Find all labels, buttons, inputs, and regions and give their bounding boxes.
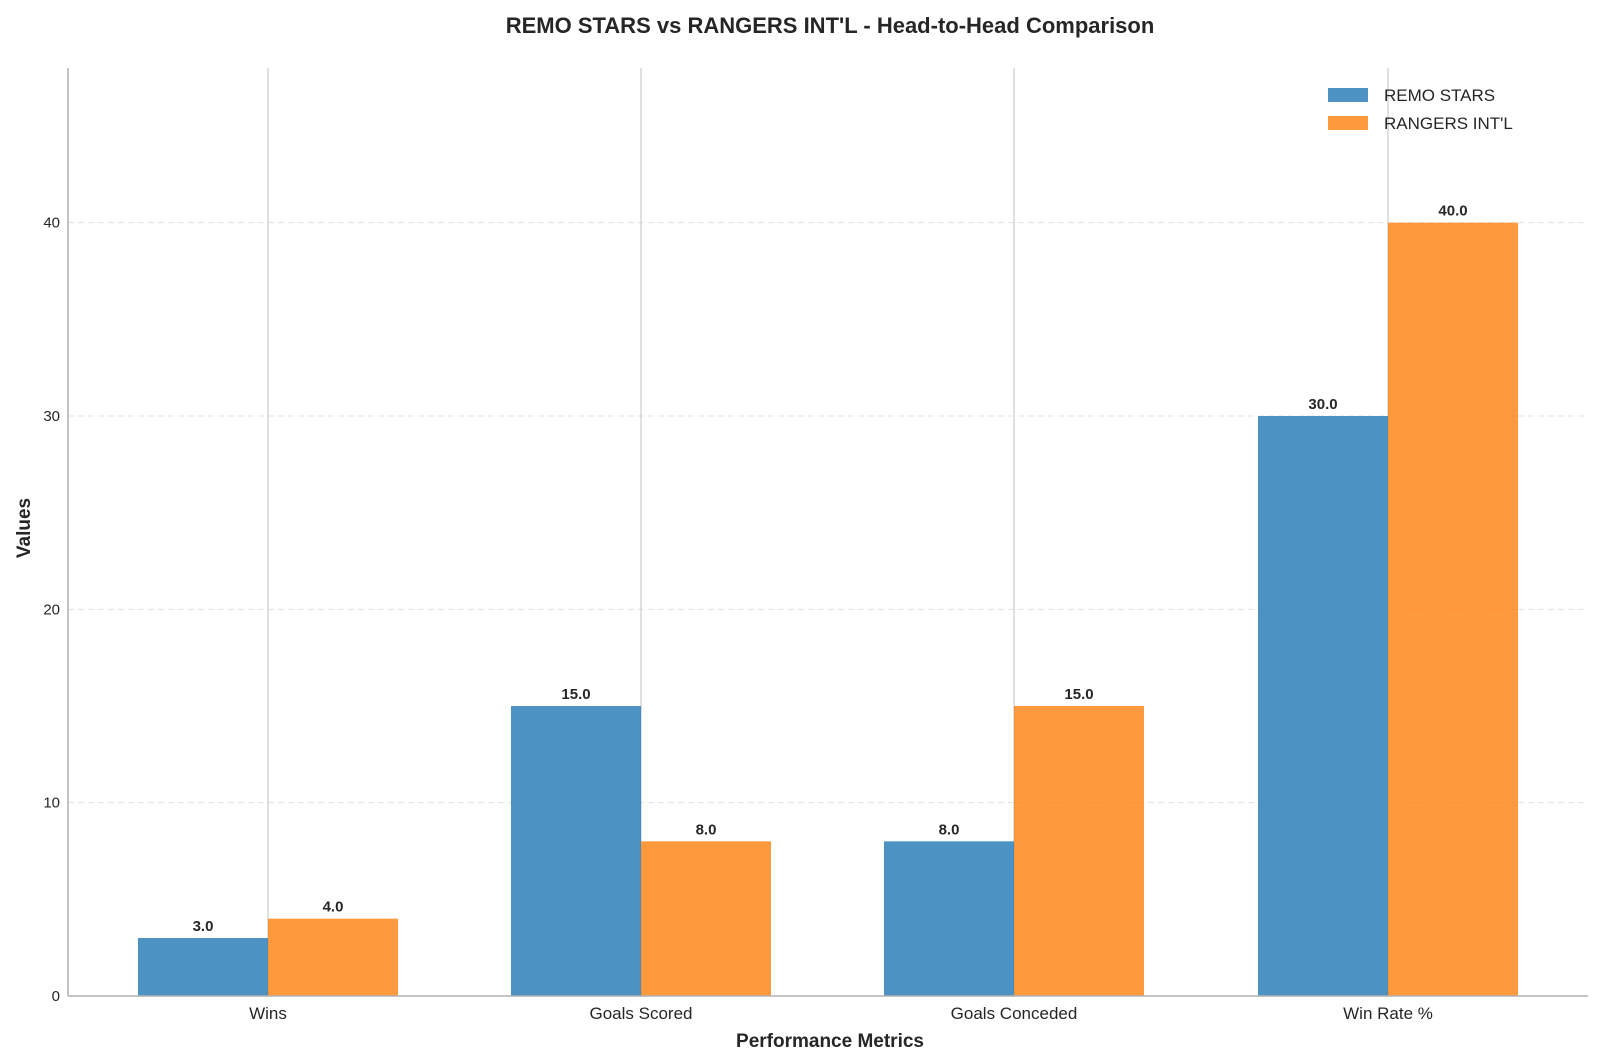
- bar-0-2: [884, 841, 1014, 996]
- bar-label-1-0: 4.0: [323, 899, 344, 916]
- y-tick-label-0: 0: [52, 988, 60, 1005]
- bar-1-2: [1014, 706, 1144, 996]
- legend-swatch-0: [1328, 88, 1368, 102]
- bar-label-0-1: 15.0: [561, 686, 590, 703]
- y-tick-label-1: 10: [43, 795, 60, 812]
- bar-0-3: [1258, 416, 1388, 996]
- x-axis-label: Performance Metrics: [736, 1031, 924, 1052]
- x-tick-label-0: Wins: [249, 1004, 287, 1023]
- y-tick-label-3: 30: [43, 408, 60, 425]
- x-ticks: Wins Goals Scored Goals Conceded Win Rate %: [249, 1004, 1433, 1023]
- bar-label-0-0: 3.0: [193, 918, 214, 935]
- y-tick-label-2: 20: [43, 601, 60, 618]
- bar-1-3: [1388, 222, 1518, 996]
- x-tick-label-1: Goals Scored: [590, 1004, 693, 1023]
- y-tick-label-4: 40: [43, 215, 60, 232]
- legend-label-0: REMO STARS: [1384, 86, 1495, 105]
- gridlines: [68, 222, 1588, 804]
- bar-0-1: [511, 706, 641, 996]
- bar-labels: 3.0 15.0 8.0 30.0 4.0 8.0 15.0 40.0: [193, 203, 1468, 935]
- y-ticks: 0 10 20 30 40: [43, 215, 60, 1005]
- bar-label-0-2: 8.0: [939, 821, 960, 838]
- bar-0-0: [138, 938, 268, 996]
- axes: [67, 68, 1588, 997]
- x-tick-label-2: Goals Conceded: [951, 1004, 1078, 1023]
- bar-1-1: [641, 841, 771, 996]
- bar-label-1-2: 15.0: [1064, 686, 1093, 703]
- y-axis-label: Values: [14, 498, 35, 558]
- legend-swatch-1: [1328, 116, 1368, 130]
- chart-title: REMO STARS vs RANGERS INT'L - Head-to-He…: [506, 13, 1155, 38]
- bar-1-0: [268, 918, 398, 996]
- bars: [138, 222, 1518, 996]
- legend-label-1: RANGERS INT'L: [1384, 114, 1513, 133]
- bar-label-1-3: 40.0: [1438, 203, 1467, 220]
- bar-label-0-3: 30.0: [1308, 396, 1337, 413]
- bar-label-1-1: 8.0: [696, 821, 717, 838]
- category-lines: [267, 68, 1389, 996]
- legend: REMO STARS RANGERS INT'L: [1328, 86, 1513, 133]
- x-tick-label-3: Win Rate %: [1343, 1004, 1433, 1023]
